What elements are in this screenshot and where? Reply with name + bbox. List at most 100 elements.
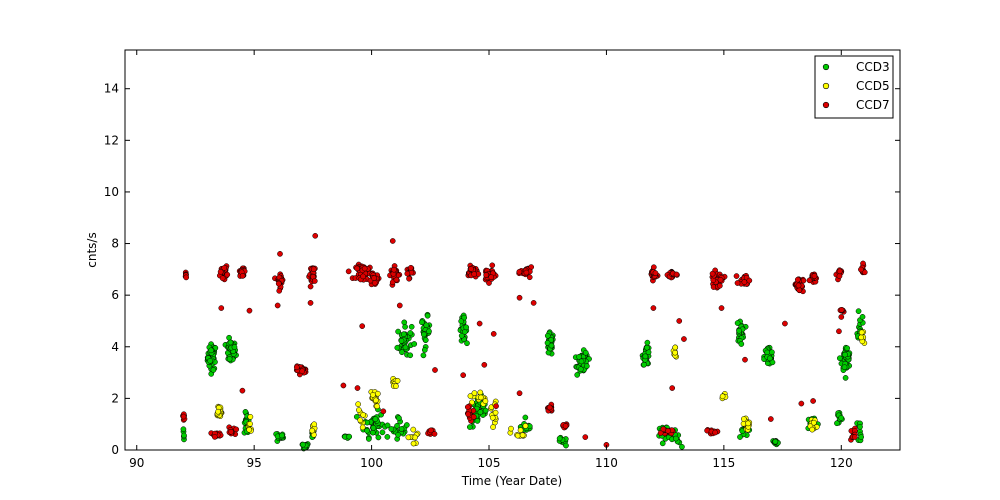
data-point-ccd7 [546, 404, 553, 411]
data-point-ccd3 [208, 347, 215, 354]
data-point-ccd7 [307, 283, 314, 290]
data-point-ccd3 [300, 441, 306, 448]
data-point-ccd3 [834, 420, 840, 427]
data-point-ccd3 [181, 432, 187, 439]
y-tick-label: 6 [111, 288, 119, 302]
data-point-ccd5 [373, 397, 379, 404]
data-point-ccd5 [355, 401, 361, 408]
data-point-ccd7 [794, 276, 801, 283]
data-point-ccd3 [226, 334, 232, 341]
data-point-ccd7 [276, 287, 283, 294]
data-point-ccd3 [461, 314, 468, 321]
data-point-ccd5 [810, 419, 817, 426]
data-point-ccd3 [659, 440, 666, 447]
data-point-ccd3 [584, 363, 590, 369]
data-point-ccd3 [838, 415, 845, 421]
data-point-ccd7 [734, 280, 741, 286]
data-point-ccd7 [530, 300, 537, 306]
data-point-ccd7 [676, 318, 683, 324]
data-point-ccd7 [811, 273, 818, 279]
data-point-ccd3 [226, 356, 233, 362]
data-point-ccd3 [563, 442, 569, 449]
data-point-ccd3 [548, 342, 555, 349]
data-point-ccd3 [574, 372, 581, 378]
legend-marker-ccd7 [822, 101, 830, 109]
data-point-ccd3 [642, 353, 649, 360]
data-point-ccd3 [227, 339, 234, 346]
data-point-ccd7 [665, 428, 671, 434]
data-point-ccd5 [410, 426, 417, 433]
legend-marker-ccd5 [822, 82, 830, 90]
data-point-ccd3 [641, 361, 647, 368]
data-point-ccd7 [219, 275, 226, 282]
data-point-ccd7 [657, 430, 664, 436]
data-point-ccd7 [652, 270, 659, 276]
data-point-ccd5 [514, 432, 521, 439]
x-tick-label: 120 [830, 456, 853, 470]
data-point-ccd7 [742, 356, 748, 363]
data-point-ccd7 [307, 300, 314, 306]
data-point-ccd3 [842, 351, 848, 358]
data-point-ccd7 [361, 265, 368, 272]
data-point-ccd7 [432, 367, 438, 373]
data-point-ccd3 [463, 324, 470, 331]
data-point-ccd7 [488, 274, 495, 280]
data-point-ccd5 [370, 392, 376, 398]
data-point-ccd3 [398, 338, 405, 344]
data-point-ccd3 [407, 330, 414, 336]
data-point-ccd3 [844, 345, 851, 352]
data-point-ccd3 [458, 318, 465, 325]
data-point-ccd3 [370, 424, 377, 431]
data-point-ccd5 [477, 389, 484, 396]
data-point-ccd7 [180, 413, 187, 420]
data-point-ccd7 [391, 266, 397, 273]
data-point-ccd3 [402, 344, 409, 351]
y-tick-label: 2 [111, 391, 119, 405]
data-point-ccd7 [516, 268, 523, 275]
data-point-ccd7 [221, 265, 228, 271]
data-point-ccd3 [426, 328, 432, 335]
data-point-ccd5 [393, 383, 399, 389]
data-point-ccd7 [360, 273, 366, 280]
data-point-ccd5 [246, 426, 253, 433]
data-point-ccd7 [717, 282, 723, 289]
data-point-ccd7 [427, 427, 434, 434]
data-point-ccd5 [247, 421, 253, 427]
data-point-ccd7 [526, 274, 533, 281]
data-point-ccd7 [836, 268, 843, 275]
data-point-ccd5 [357, 417, 364, 424]
data-point-ccd3 [855, 308, 862, 315]
data-point-ccd7 [431, 431, 438, 437]
axis-ticks-layer: 90 95 100 105 110 115 120 0 2 4 6 8 10 12 14 [104, 50, 900, 470]
data-point-ccd7 [460, 372, 467, 379]
data-point-ccd3 [420, 352, 427, 359]
data-point-ccd7 [493, 403, 499, 409]
data-point-ccd7 [183, 274, 190, 281]
data-point-ccd7 [218, 305, 225, 311]
data-point-ccd7 [806, 277, 813, 284]
data-point-ccd3 [576, 353, 582, 360]
data-point-ccd7 [810, 398, 816, 404]
data-point-ccd7 [354, 265, 360, 272]
data-point-ccd5 [858, 334, 865, 341]
data-point-ccd7 [516, 390, 523, 397]
x-axis-label: Time (Year Date) [461, 474, 562, 488]
x-tick-label: 110 [595, 456, 618, 470]
data-point-ccd3 [423, 322, 430, 329]
data-point-ccd3 [482, 407, 489, 414]
data-point-ccd5 [471, 390, 478, 396]
data-point-ccd7 [481, 361, 488, 368]
data-point-ccd5 [672, 349, 678, 356]
data-point-ccd3 [394, 422, 400, 429]
data-point-ccd7 [795, 282, 802, 289]
data-point-ccd7 [277, 251, 283, 257]
data-point-ccd7 [233, 426, 240, 433]
data-point-ccd7 [516, 294, 523, 301]
data-point-ccd7 [310, 266, 317, 273]
data-point-ccd5 [405, 434, 412, 441]
data-point-ccd5 [215, 408, 221, 415]
data-point-ccd5 [858, 329, 865, 336]
data-point-ccd7 [396, 302, 403, 309]
data-point-ccd3 [402, 323, 408, 330]
data-point-ccd3 [421, 331, 427, 338]
